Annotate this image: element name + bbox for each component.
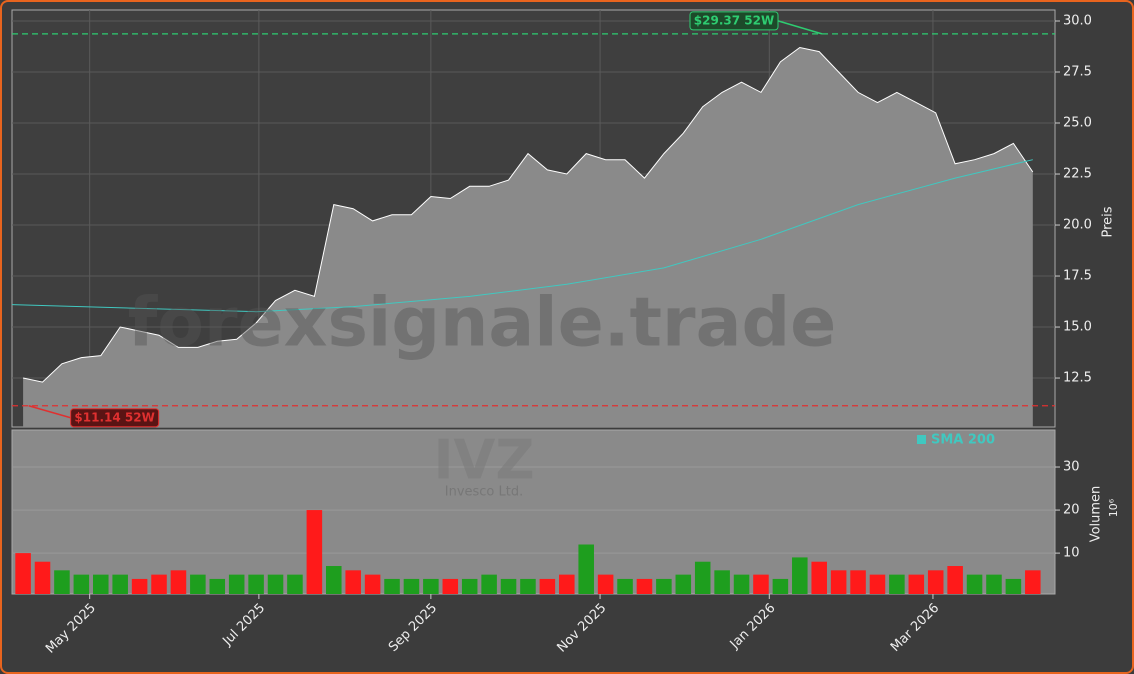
y-tick-label: 20.0 [1063, 218, 1092, 233]
volume-bar [151, 574, 167, 594]
volume-unit: 10⁶ [1107, 498, 1120, 517]
volume-bar [520, 578, 536, 594]
y-tick-label: 22.5 [1063, 167, 1092, 182]
volume-bar [578, 544, 594, 594]
y-axis-label: Preis [1101, 206, 1116, 237]
volume-bar [73, 574, 90, 594]
legend-label: SMA 200 [931, 433, 995, 448]
price-area [23, 47, 1033, 427]
x-tick-label: May 2025 [43, 601, 99, 657]
volume-bar [947, 566, 963, 594]
volume-bar [190, 574, 206, 594]
y-tick-label: 30 [1063, 460, 1080, 475]
y-tick-label: 17.5 [1063, 269, 1092, 284]
volume-bar [267, 574, 284, 594]
sma-line [11, 159, 1033, 313]
volume-bar [617, 578, 633, 594]
volume-bar [597, 574, 614, 594]
x-tick-label: Nov 2025 [555, 601, 610, 656]
y-tick-label: 20 [1063, 503, 1080, 518]
legend-swatch [917, 435, 926, 444]
volume-bar [500, 578, 517, 594]
volume-bar [1005, 578, 1022, 594]
volume-bar [908, 574, 925, 594]
volume-bar [1025, 570, 1041, 594]
volume-bar [927, 570, 944, 594]
annotation-box [70, 408, 160, 428]
volume-bar [656, 578, 672, 594]
volume-bar [559, 574, 575, 594]
volume-bar [170, 570, 187, 594]
volume-bar [364, 574, 381, 594]
y-tick-label: 12.5 [1063, 371, 1092, 386]
volume-bar [345, 570, 361, 594]
volume-axis-label: Volumen [1089, 486, 1104, 543]
volume-bar [248, 574, 264, 594]
company-watermark: Invesco Ltd. [445, 485, 524, 500]
y-tick-label: 25.0 [1063, 116, 1092, 131]
volume-bar [112, 574, 128, 594]
volume-bar [54, 570, 70, 594]
volume-bar [539, 578, 556, 594]
volume-bar [753, 574, 769, 594]
volume-bar [92, 574, 109, 594]
volume-bar [772, 578, 789, 594]
y-tick-label: 27.5 [1063, 65, 1092, 80]
volume-panel [11, 429, 1056, 595]
watermark: forexsignale.trade [128, 284, 837, 363]
volume-bar [306, 510, 323, 594]
volume-bar [34, 561, 51, 594]
volume-bar [228, 574, 245, 594]
volume-bar [986, 574, 1002, 594]
volume-bar [811, 561, 827, 594]
volume-bar [966, 574, 983, 594]
volume-bar [869, 574, 886, 594]
y-tick-label: 10 [1063, 546, 1080, 561]
volume-bar [714, 570, 730, 594]
volume-bar [326, 566, 342, 594]
ticker-watermark: IVZ [433, 429, 534, 492]
volume-bar [694, 561, 711, 594]
volume-bar [733, 574, 750, 594]
annotation-label: $11.14 52W [74, 410, 154, 424]
x-tick-label: Mar 2026 [888, 601, 942, 655]
annotation-arrow [777, 20, 823, 35]
volume-bar [481, 574, 497, 594]
volume-bar [15, 553, 31, 594]
volume-bar [850, 570, 866, 594]
volume-bar [636, 578, 653, 594]
volume-bar [675, 574, 692, 594]
volume-bar [384, 578, 400, 594]
price-line [22, 46, 1034, 383]
volume-bar [287, 574, 303, 594]
volume-bar [131, 578, 148, 594]
annotation-box [689, 11, 779, 31]
volume-bar [403, 578, 420, 594]
annotation-arrow [28, 405, 71, 419]
y-tick-label: 30.0 [1063, 14, 1092, 29]
volume-bar [442, 578, 459, 594]
x-tick-label: Jul 2025 [219, 601, 268, 650]
volume-bar [423, 578, 439, 594]
x-tick-label: Jan 2026 [727, 601, 779, 653]
volume-bar [461, 578, 478, 594]
y-tick-label: 15.0 [1063, 320, 1092, 335]
volume-bar [830, 570, 847, 594]
volume-bar [792, 557, 808, 594]
volume-bar [209, 578, 226, 594]
volume-bar [889, 574, 905, 594]
x-tick-label: Sep 2025 [386, 601, 440, 655]
annotation-label: $29.37 52W [694, 13, 774, 27]
